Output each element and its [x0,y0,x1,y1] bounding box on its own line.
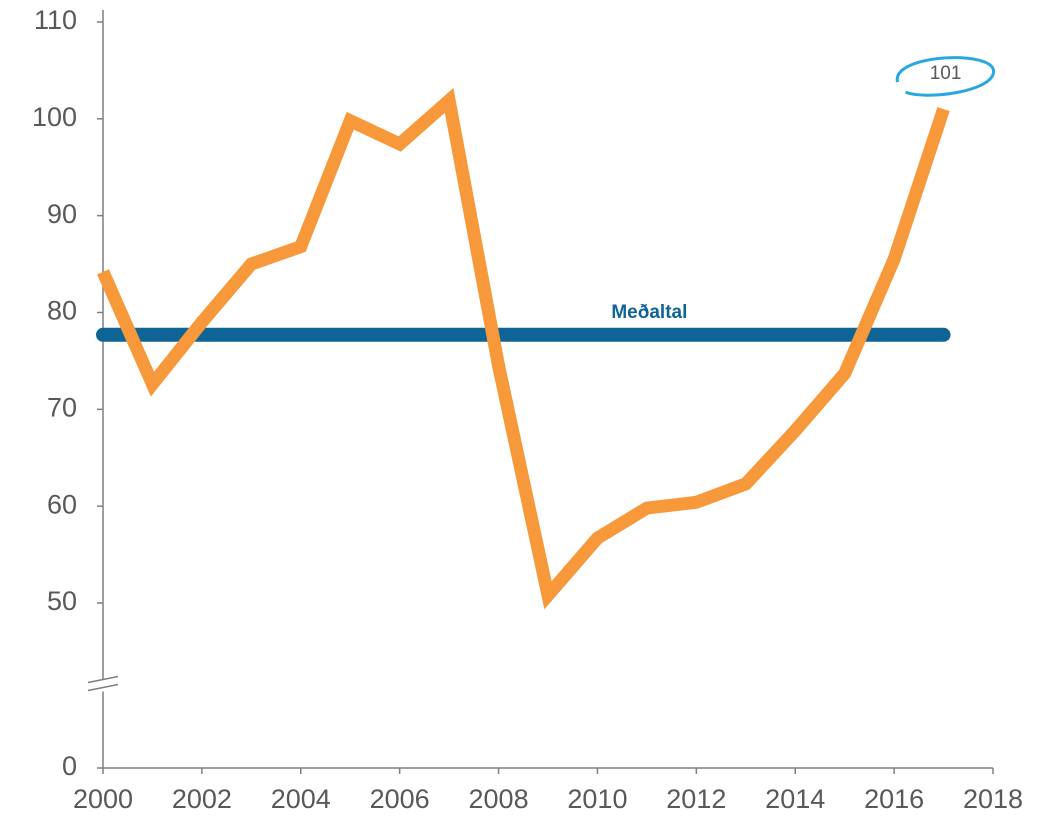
x-tick-label: 2016 [864,784,924,814]
y-tick-label: 60 [47,489,77,519]
x-tick-label: 2008 [469,784,529,814]
x-tick-label: 2006 [370,784,430,814]
y-tick-label: 50 [47,586,77,616]
axis-break [87,675,119,684]
y-tick-label: 70 [47,392,77,422]
x-tick-label: 2010 [567,784,627,814]
x-tick-label: 2018 [963,784,1023,814]
average-label: Meðaltal [611,302,687,323]
y-tick-label: 90 [47,199,77,229]
y-tick-label: 110 [34,5,77,35]
axis-break-gap [100,679,106,692]
label-circle [896,56,996,97]
x-tick-label: 2002 [172,784,232,814]
x-tick-label: 2014 [765,784,825,814]
series-line [97,87,950,610]
x-tick-label: 2012 [666,784,726,814]
x-tick-label: 2004 [271,784,331,814]
y-tick-label: 100 [32,102,77,132]
x-tick-label: 2000 [73,784,133,814]
y-tick-label: 80 [47,296,77,326]
y-tick-label: 0 [62,751,77,781]
axis-break [87,683,119,692]
data-label: 101 [930,63,962,84]
